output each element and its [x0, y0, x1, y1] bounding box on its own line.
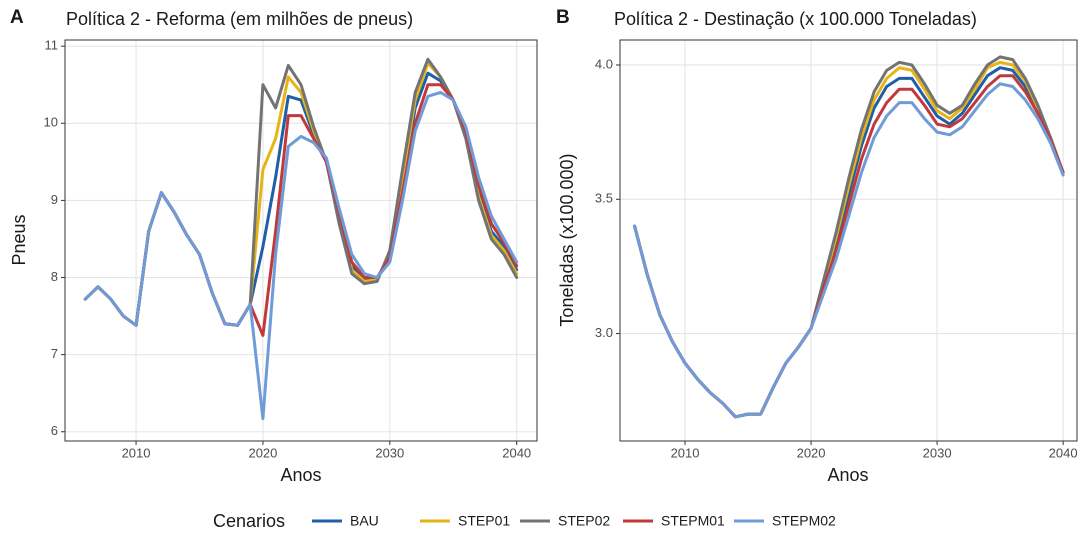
x-axis-title: Anos: [280, 465, 321, 485]
series-line: [633, 82, 1065, 419]
panel-tag: A: [10, 7, 24, 28]
y-tick-label: 6: [51, 423, 58, 438]
x-tick-label: 2010: [122, 445, 151, 460]
x-tick-label: 2040: [502, 445, 531, 460]
y-tick-label: 3.0: [595, 325, 613, 340]
chart-title: Política 2 - Destinação (x 100.000 Tonel…: [614, 9, 977, 29]
plot-border: [619, 39, 1078, 442]
x-tick-label: 2040: [1049, 445, 1078, 460]
panel-tag: B: [556, 7, 570, 28]
y-axis-title: Pneus: [9, 214, 29, 265]
y-tick-label: 3.5: [595, 191, 613, 206]
x-tick-label: 2030: [375, 445, 404, 460]
plot-border: [64, 39, 538, 442]
x-tick-label: 2020: [797, 445, 826, 460]
y-tick-label: 8: [51, 269, 58, 284]
x-tick-label: 2030: [923, 445, 952, 460]
y-tick-label: 9: [51, 192, 58, 207]
legend-label: STEPM01: [661, 513, 725, 529]
legend-label: BAU: [350, 513, 379, 529]
legend-label: STEP01: [458, 513, 510, 529]
x-axis-title: Anos: [827, 465, 868, 485]
y-tick-label: 10: [44, 115, 58, 130]
y-tick-label: 11: [45, 38, 59, 53]
legend-label: STEPM02: [772, 513, 836, 529]
legend-label: STEP02: [558, 513, 610, 529]
x-tick-label: 2020: [248, 445, 277, 460]
y-axis-title: Toneladas (x100.000): [557, 153, 577, 326]
y-tick-label: 4.0: [595, 56, 613, 71]
plot-background: [65, 40, 537, 441]
plot-background: [620, 40, 1077, 441]
x-tick-label: 2010: [671, 445, 700, 460]
series-line: [83, 90, 519, 421]
y-tick-label: 7: [51, 346, 58, 361]
chart-title: Política 2 - Reforma (em milhões de pneu…: [66, 9, 413, 29]
legend-title: Cenarios: [213, 511, 285, 531]
